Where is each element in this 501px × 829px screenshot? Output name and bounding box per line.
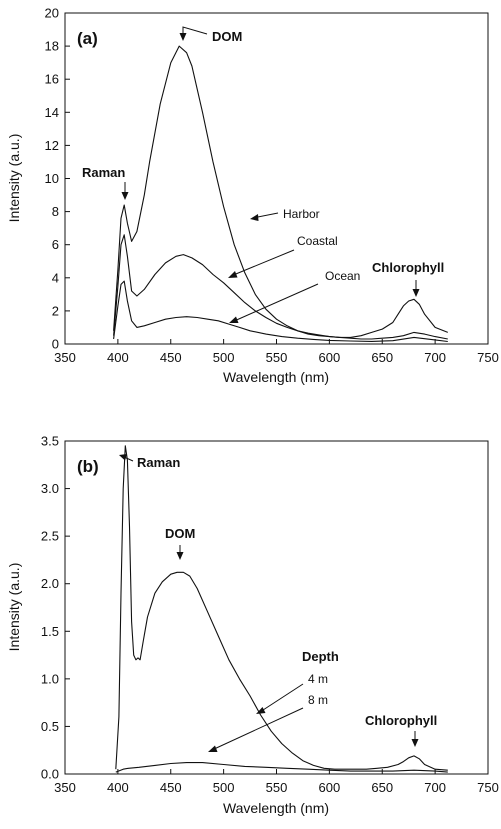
y-tick-label: 1.0 [41,671,59,686]
y-tick-label: 18 [45,39,59,54]
panel-a-ocean-label: Ocean [325,269,360,283]
panel-b-dom-annotation: DOM [165,526,195,541]
panel-a-chlorophyll-annotation: Chlorophyll [372,260,444,275]
x-tick-label: 500 [213,780,235,795]
x-tick-label: 600 [319,780,341,795]
panel-b-y-ticks: 0.0 0.5 1.0 1.5 2.0 2.5 3.0 3.5 [41,434,70,782]
x-tick-label: 700 [424,780,446,795]
y-tick-label: 2.0 [41,576,59,591]
x-tick-label: 600 [319,350,341,365]
panel-a-raman-annotation: Raman [82,165,125,180]
panel-b-chlorophyll-annotation: Chlorophyll [365,713,437,728]
panel-a-dom-annotation: DOM [212,29,242,44]
panel-b-dom-arrowhead [176,552,184,560]
panel-b-x-axis-label: Wavelength (nm) [223,800,329,816]
y-tick-label: 16 [45,72,59,87]
x-tick-label: 400 [107,350,129,365]
panel-b-8m-label: 8 m [308,693,328,707]
x-tick-label: 450 [160,780,182,795]
panel-b: (b) 0.0 0.5 1.0 1.5 2.0 2.5 3.0 3.5 350 400 450 50… [6,434,499,817]
y-tick-label: 14 [45,105,59,120]
panel-b-series [115,445,448,773]
x-tick-label: 650 [371,350,393,365]
y-tick-label: 10 [45,171,59,186]
series-line-4-m [115,445,448,771]
panel-a-coastal-arrowhead [228,271,238,278]
panel-a-y-ticks: 0 2 4 6 8 10 12 14 16 18 20 [45,6,70,352]
x-tick-label: 450 [160,350,182,365]
panel-a-y-axis-label: Intensity (a.u.) [6,134,22,223]
panel-b-8m-pointer [211,707,304,751]
y-tick-label: 0.5 [41,719,59,734]
panel-a-x-ticks: 350 400 450 500 550 600 650 700 750 [54,339,499,365]
x-tick-label: 500 [213,350,235,365]
panel-a-coastal-label: Coastal [297,234,338,248]
panel-a-series [113,45,449,343]
panel-a: (a) 0 2 4 6 8 10 12 14 16 18 20 350 400 450 500 550 600… [6,6,499,386]
x-tick-label: 550 [266,780,288,795]
y-tick-label: 2 [52,303,59,318]
panel-b-8m-arrowhead [208,745,218,752]
panel-a-raman-arrowhead [121,192,129,200]
panel-a-coastal-pointer [230,249,295,277]
x-tick-label: 650 [371,780,393,795]
series-line-8-m [115,762,448,773]
x-tick-label: 350 [54,350,76,365]
series-line-coastal [113,234,448,340]
x-tick-label: 750 [477,780,499,795]
panel-a-harbor-label: Harbor [283,207,320,221]
y-tick-label: 6 [52,237,59,252]
panel-b-y-axis-label: Intensity (a.u.) [6,563,22,652]
x-tick-label: 700 [424,350,446,365]
x-tick-label: 350 [54,780,76,795]
panel-b-4m-label: 4 m [308,672,328,686]
panel-b-raman-annotation: Raman [137,455,180,470]
y-tick-label: 0.0 [41,767,59,782]
panel-b-4m-arrowhead [256,707,266,714]
series-line-ocean [113,280,448,343]
panel-b-raman-arrowhead [119,454,127,461]
panel-a-ocean-pointer [231,283,319,323]
y-tick-label: 3.5 [41,434,59,449]
y-tick-label: 2.5 [41,529,59,544]
panel-a-chlorophyll-arrowhead [412,289,420,297]
y-tick-label: 8 [52,204,59,219]
panel-a-x-axis-label: Wavelength (nm) [223,369,329,385]
y-tick-label: 4 [52,270,59,285]
panel-a-frame [64,12,489,345]
x-tick-label: 400 [107,780,129,795]
panel-b-depth-annotation: Depth [302,649,339,664]
y-tick-label: 12 [45,138,59,153]
series-line-harbor [113,45,449,338]
x-tick-label: 550 [266,350,288,365]
panel-b-label: (b) [77,457,99,476]
panel-b-chlorophyll-arrowhead [411,739,419,747]
y-tick-label: 0 [52,337,59,352]
panel-a-harbor-arrowhead [250,214,259,221]
panel-b-x-ticks: 350 400 450 500 550 600 650 700 750 [54,769,499,795]
y-tick-label: 20 [45,6,59,21]
y-tick-label: 1.5 [41,624,59,639]
panel-a-dom-arrowhead [179,33,187,41]
panel-a-dom-arrow [182,26,208,36]
panel-a-ocean-arrowhead [229,316,239,323]
panel-a-label: (a) [77,29,98,48]
x-tick-label: 750 [477,350,499,365]
y-tick-label: 3.0 [41,481,59,496]
panel-b-4m-pointer [259,683,304,713]
